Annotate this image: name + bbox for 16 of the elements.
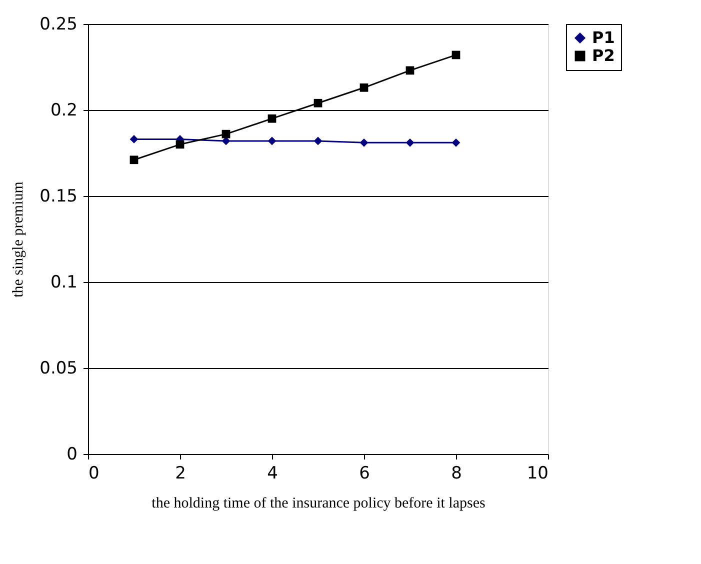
y-tick-label: 0.25 (40, 14, 78, 34)
x-axis-title: the holding time of the insurance policy before it lapses (152, 496, 486, 512)
legend-label: P2 (592, 46, 615, 65)
y-tick-label: 0.2 (50, 100, 78, 120)
x-tick-label: 0 (88, 464, 100, 484)
y-tick-label: 0.15 (40, 186, 78, 206)
legend-label: P1 (592, 28, 615, 47)
x-tick-label: 10 (526, 464, 548, 484)
x-tick-label: 4 (267, 464, 278, 484)
y-tick-label: 0 (66, 444, 78, 464)
x-tick-label: 8 (451, 464, 462, 484)
x-tick-label: 6 (359, 464, 370, 484)
x-tick-label: 2 (175, 464, 186, 484)
y-tick-label: 0.05 (40, 358, 78, 378)
y-tick-label: 0.1 (50, 272, 78, 292)
y-axis-title: the single premium (10, 181, 27, 298)
